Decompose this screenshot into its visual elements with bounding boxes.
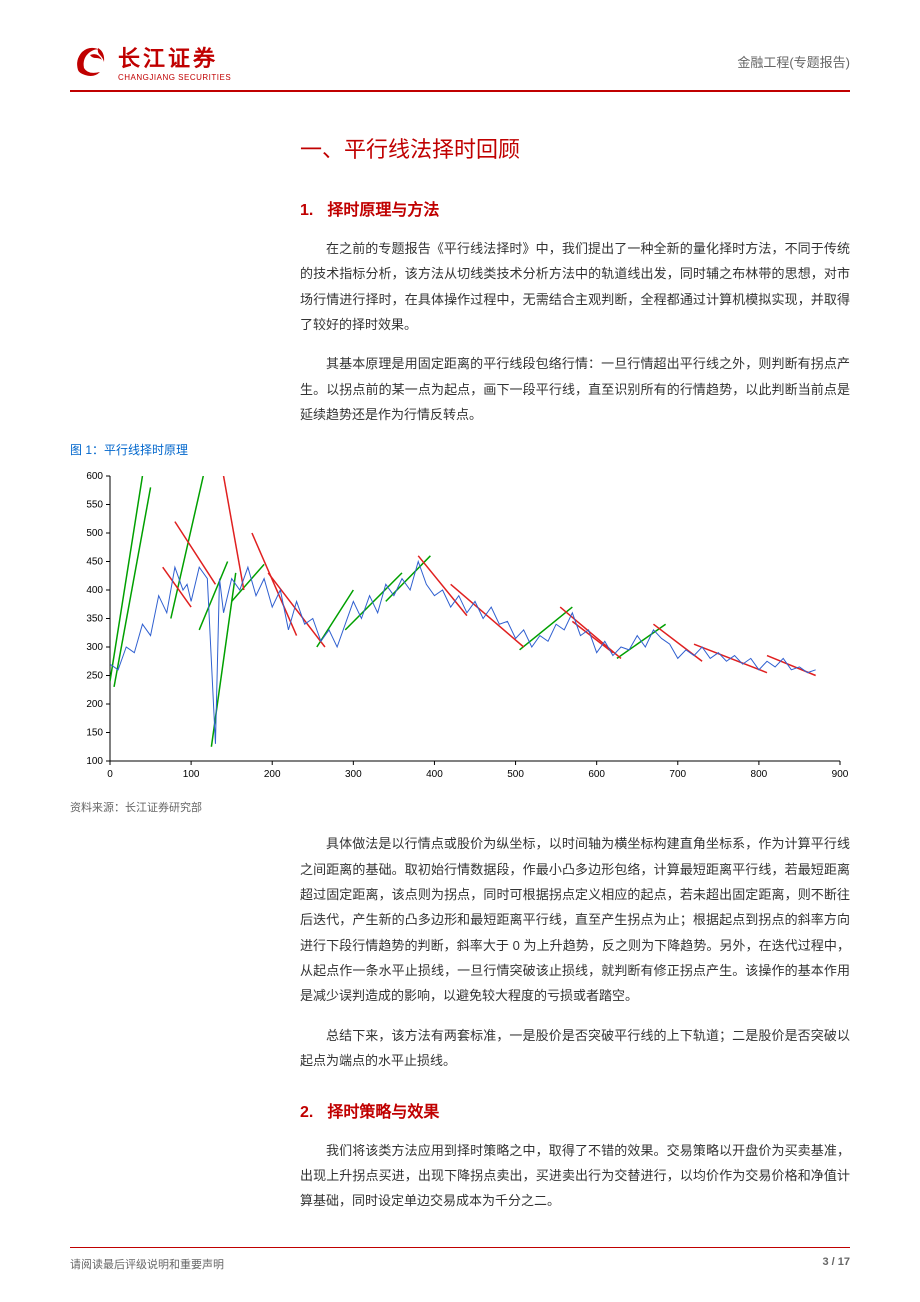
svg-text:400: 400: [86, 585, 103, 596]
svg-text:900: 900: [832, 769, 849, 780]
section-1-heading: 1. 择时原理与方法: [300, 196, 850, 220]
section-1-para-1: 在之前的专题报告《平行线法择时》中，我们提出了一种全新的量化择时方法，不同于传统…: [300, 236, 850, 337]
footer-page: 3 / 17: [822, 1256, 850, 1272]
figure-1: 图 1：平行线择时原理 100 150 200 250 300 350 400 450 500 5…: [70, 441, 850, 815]
svg-text:600: 600: [86, 471, 103, 482]
section-1-para-2: 其基本原理是用固定距离的平行线段包络行情：一旦行情超出平行线之外，则判断有拐点产…: [300, 351, 850, 427]
svg-text:500: 500: [86, 528, 103, 539]
svg-text:800: 800: [751, 769, 768, 780]
svg-text:250: 250: [86, 671, 103, 682]
section-2-title: 择时策略与效果: [327, 1104, 439, 1121]
section-1-num: 1.: [300, 202, 313, 219]
page-header: 长江证券 CHANGJIANG SECURITIES 金融工程(专题报告): [70, 40, 850, 92]
logo-text-en: CHANGJIANG SECURITIES: [118, 73, 231, 82]
svg-text:100: 100: [183, 769, 200, 780]
svg-text:500: 500: [507, 769, 524, 780]
svg-text:0: 0: [107, 769, 113, 780]
svg-text:300: 300: [86, 642, 103, 653]
logo-icon: [70, 40, 112, 82]
svg-text:100: 100: [86, 756, 103, 767]
svg-text:300: 300: [345, 769, 362, 780]
svg-text:350: 350: [86, 614, 103, 625]
section-2-num: 2.: [300, 1104, 313, 1121]
svg-text:450: 450: [86, 557, 103, 568]
after-chart-para-1: 具体做法是以行情点或股价为纵坐标，以时间轴为横坐标构建直角坐标系，作为计算平行线…: [300, 831, 850, 1008]
svg-text:150: 150: [86, 728, 103, 739]
logo: 长江证券 CHANGJIANG SECURITIES: [70, 40, 231, 82]
after-chart-para-2: 总结下来，该方法有两套标准，一是股价是否突破平行线的上下轨道；二是股价是否突破以…: [300, 1023, 850, 1074]
figure-1-source: 资料来源：长江证券研究部: [70, 799, 850, 815]
figure-1-title: 图 1：平行线择时原理: [70, 441, 850, 458]
header-category: 金融工程(专题报告): [737, 52, 850, 71]
svg-text:550: 550: [86, 500, 103, 511]
section-2-heading: 2. 择时策略与效果: [300, 1098, 850, 1122]
svg-text:200: 200: [264, 769, 281, 780]
footer-notice: 请阅读最后评级说明和重要声明: [70, 1256, 224, 1272]
logo-text-cn: 长江证券: [118, 41, 231, 73]
svg-text:200: 200: [86, 699, 103, 710]
svg-text:600: 600: [588, 769, 605, 780]
section-1-title: 择时原理与方法: [327, 202, 439, 219]
svg-text:400: 400: [426, 769, 443, 780]
page-title: 一、平行线法择时回顾: [300, 132, 850, 164]
section-2-para-1: 我们将该类方法应用到择时策略之中，取得了不错的效果。交易策略以开盘价为买卖基准，…: [300, 1138, 850, 1214]
page-footer: 请阅读最后评级说明和重要声明 3 / 17: [70, 1247, 850, 1272]
svg-text:700: 700: [669, 769, 686, 780]
figure-1-chart: 100 150 200 250 300 350 400 450 500 550 600 0 100 200…: [70, 466, 850, 786]
